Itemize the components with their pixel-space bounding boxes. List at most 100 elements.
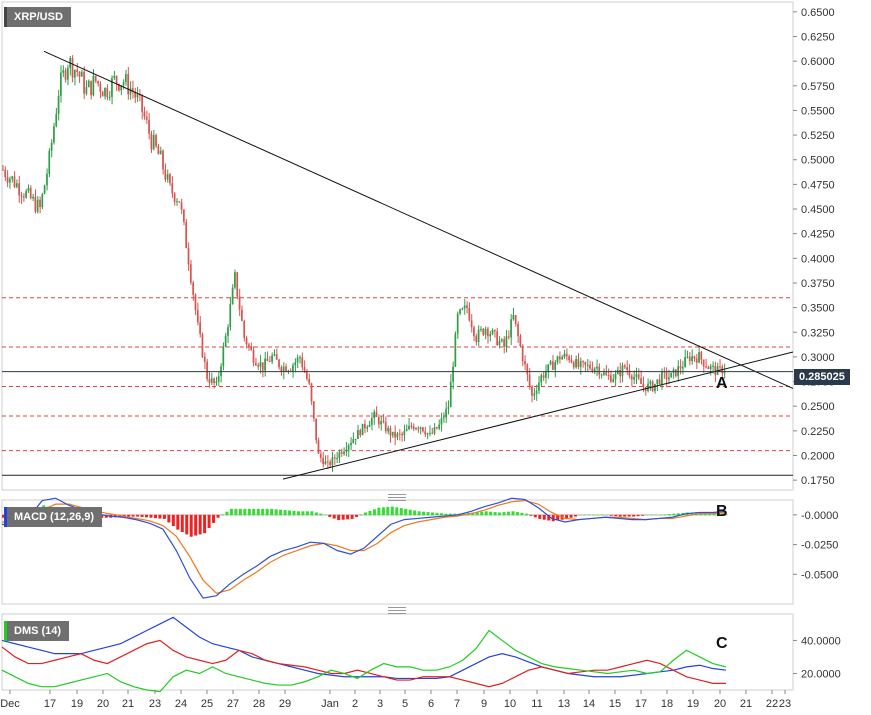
macd-histogram-bar [220, 514, 224, 516]
candle-body [210, 378, 213, 383]
candle-body [338, 452, 341, 459]
candle-body [654, 383, 656, 392]
candle-body [570, 360, 573, 363]
candle-body [684, 356, 686, 368]
macd-label: MACD (12,26,9) [14, 511, 95, 523]
candle-body [649, 381, 652, 384]
candle-body [275, 354, 278, 360]
panel-resize-handle-1[interactable] [388, 494, 406, 501]
macd-histogram-bar [207, 514, 211, 529]
panel-resize-handle-2[interactable] [388, 607, 406, 614]
candle-body [389, 428, 392, 436]
candle-body [547, 364, 550, 373]
dms-minus-di-line [1, 639, 726, 688]
candle-body [34, 196, 37, 212]
last-price-label: 0.285025 [799, 371, 845, 383]
macd-histogram-bar [569, 514, 573, 518]
x-tick-label: 11 [531, 698, 542, 710]
candle-body [384, 421, 387, 432]
candle-body [719, 366, 721, 368]
x-tick-label: 18 [661, 698, 673, 710]
x-tick-label: 20 [97, 698, 109, 710]
candle-body [496, 331, 498, 346]
candle-body [412, 426, 415, 430]
candle-body [512, 315, 515, 320]
candle-body [549, 361, 552, 365]
candle-body [206, 361, 208, 380]
x-tick-label: 13 [558, 698, 570, 710]
candle-body [340, 452, 343, 454]
dms-adx-line [1, 616, 727, 680]
macd-histogram-bar [493, 512, 497, 516]
candle-body [83, 71, 85, 94]
candle-body [155, 134, 157, 147]
macd-histogram-bar [153, 514, 157, 519]
candle-body [674, 369, 677, 377]
candle-body [131, 88, 134, 92]
macd-histogram-bar [600, 514, 604, 516]
candle-body [27, 187, 30, 192]
macd-histogram-bar [413, 510, 417, 516]
candle-body [707, 367, 710, 370]
candle-body [521, 346, 524, 362]
candle-body [482, 328, 485, 335]
macd-histogram-bar [524, 513, 528, 516]
candle-body [449, 381, 452, 408]
candle-body [626, 367, 628, 371]
candle-body [101, 91, 104, 97]
price-y-tick-label: 0.5500 [801, 105, 835, 117]
candle-body [312, 401, 315, 419]
candle-body [157, 146, 160, 155]
dms-tag-accent [4, 621, 7, 641]
candle-body [517, 324, 519, 337]
macd-histogram-bar [605, 514, 609, 516]
x-tick-label: 28 [253, 698, 265, 710]
candle-body [305, 372, 308, 380]
candle-body [359, 430, 362, 436]
candle-body [417, 428, 420, 430]
candle-body [347, 445, 350, 450]
candle-body [104, 87, 106, 97]
price-y-tick-label: 0.4500 [801, 204, 835, 216]
candle-body [477, 329, 480, 342]
candle-body [60, 72, 62, 96]
candle-body [415, 428, 417, 430]
candle-body [651, 381, 654, 392]
candle-body [401, 434, 403, 436]
candle-body [231, 287, 234, 305]
macd-histogram-bar [296, 511, 300, 516]
macd-histogram-bar [632, 514, 636, 517]
macd-histogram-bar [641, 514, 645, 516]
candle-body [264, 358, 266, 371]
macd-histogram-bar [507, 511, 511, 516]
macd-histogram-bar [216, 514, 220, 518]
dms-tag: DMS (14) [4, 621, 70, 641]
macd-histogram-bar [203, 514, 207, 534]
macd-histogram-bar [462, 513, 466, 516]
price-y-tick-label: 0.4750 [801, 179, 835, 191]
candle-body [647, 383, 649, 392]
macd-histogram-bar [431, 512, 435, 516]
candle-body [120, 85, 123, 91]
candle-body [36, 199, 39, 212]
price-y-tick-label: 0.2250 [801, 426, 835, 438]
candle-body [380, 421, 382, 425]
candle-body [25, 191, 27, 198]
macd-histogram-bar [386, 506, 390, 516]
candle-body [78, 72, 81, 77]
macd-histogram-bar [171, 514, 175, 527]
macd-histogram-bar [212, 514, 216, 523]
candle-body [531, 386, 533, 396]
candle-body [366, 426, 369, 429]
macd-histogram-bar [399, 508, 403, 516]
candle-body [630, 375, 633, 380]
macd-histogram-bar [667, 514, 671, 516]
candle-body [319, 453, 322, 458]
macd-histogram-bar [162, 514, 166, 519]
candle-body [76, 69, 78, 73]
candle-body [324, 461, 327, 465]
candle-body [461, 308, 464, 310]
candle-body [296, 357, 299, 363]
macd-histogram-bar [484, 511, 488, 516]
annotation-a: A [716, 375, 728, 392]
